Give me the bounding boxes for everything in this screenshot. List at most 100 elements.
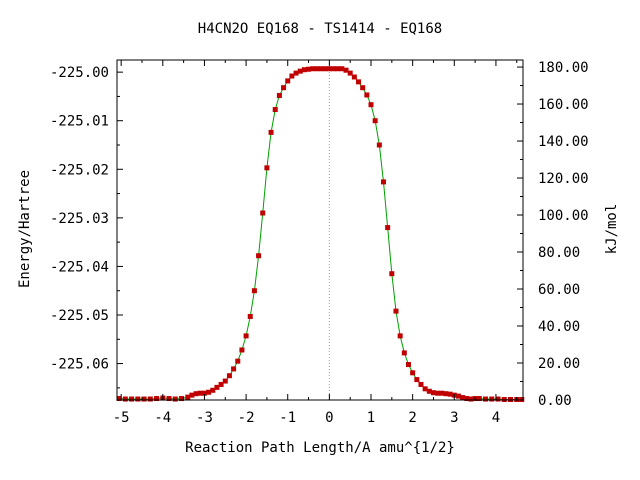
- data-point: [476, 396, 482, 402]
- data-point: [129, 396, 135, 402]
- data-point: [189, 392, 195, 398]
- data-point: [347, 70, 353, 76]
- data-point: [243, 333, 249, 339]
- data-point: [272, 107, 278, 113]
- data-point: [310, 66, 316, 72]
- y-tick-label: -225.00: [50, 65, 109, 81]
- data-point: [256, 253, 262, 259]
- data-point: [326, 66, 332, 72]
- data-point: [147, 396, 153, 402]
- data-point: [489, 396, 495, 402]
- data-point: [226, 373, 232, 379]
- y2-tick-label: 80.00: [538, 245, 580, 261]
- data-point: [393, 308, 399, 314]
- y-tick-label: -225.05: [50, 308, 109, 324]
- data-point: [331, 66, 337, 72]
- data-point: [306, 66, 312, 72]
- x-tick-label: -2: [238, 410, 255, 426]
- x-tick-label: 0: [325, 410, 333, 426]
- y2-tick-label: 0.00: [538, 393, 572, 409]
- data-point: [495, 396, 501, 402]
- data-point: [235, 358, 241, 364]
- data-point: [122, 396, 128, 402]
- x-axis-label: Reaction Path Length/A amu^{1/2}: [185, 440, 455, 456]
- x-axis: -5 -4 -3 -2 -1 0 1 2 3 4: [113, 60, 518, 426]
- data-point: [179, 396, 185, 402]
- data-point: [460, 395, 466, 401]
- data-point: [455, 393, 461, 399]
- data-point: [418, 381, 424, 387]
- data-point: [297, 68, 303, 74]
- y-axis-right: 0.00 20.00 40.00 60.00 80.00 100.00 120.00 140.…: [517, 60, 589, 409]
- y-tick-label: -225.04: [50, 259, 109, 275]
- data-point: [483, 396, 489, 402]
- data-point: [335, 66, 341, 72]
- data-point: [356, 79, 362, 85]
- data-point: [430, 390, 436, 396]
- plot-frame: [116, 59, 524, 401]
- y2-tick-label: 40.00: [538, 319, 580, 335]
- data-point: [410, 370, 416, 376]
- y-tick-label: -225.02: [50, 162, 109, 178]
- data-point: [268, 129, 274, 135]
- data-point: [364, 92, 370, 98]
- y2-tick-label: 20.00: [538, 356, 580, 372]
- data-point: [285, 78, 291, 84]
- data-point: [381, 179, 386, 185]
- data-point: [141, 396, 147, 402]
- data-point: [239, 347, 245, 353]
- data-point: [405, 362, 411, 368]
- data-point: [185, 394, 191, 400]
- y-axis-left: -225.00 -225.01 -225.02 -225.03 -225.04 -225.…: [50, 65, 123, 389]
- data-point: [293, 70, 299, 76]
- data-point: [389, 271, 395, 277]
- data-point: [276, 92, 282, 98]
- data-point: [343, 67, 349, 73]
- data-point: [206, 389, 212, 395]
- data-point: [301, 67, 307, 73]
- data-point: [372, 118, 378, 124]
- data-point: [264, 165, 270, 171]
- data-point: [222, 378, 228, 384]
- data-point: [422, 386, 428, 392]
- data-point: [247, 313, 253, 319]
- y2-tick-label: 140.00: [538, 134, 589, 150]
- data-point: [116, 396, 122, 402]
- data-point: [368, 102, 374, 108]
- data-point: [289, 73, 295, 79]
- data-point: [193, 391, 199, 397]
- y2-tick-label: 60.00: [538, 282, 580, 298]
- y-axis-label: Energy/Hartree: [17, 170, 33, 288]
- data-point: [172, 396, 178, 402]
- x-tick-label: 4: [492, 410, 500, 426]
- data-point: [426, 388, 432, 394]
- y-tick-label: -225.01: [50, 114, 109, 130]
- data-point: [281, 85, 287, 91]
- y-tick-label: -225.03: [50, 211, 109, 227]
- y-tick-label: -225.06: [50, 357, 109, 373]
- y2-tick-label: 120.00: [538, 171, 589, 187]
- data-point: [210, 387, 216, 393]
- x-tick-label: 3: [450, 410, 458, 426]
- data-point: [231, 366, 237, 372]
- data-point: [435, 390, 441, 396]
- x-tick-label: -5: [113, 410, 130, 426]
- series-layer: [116, 66, 525, 403]
- data-point: [201, 390, 207, 396]
- data-point: [464, 396, 470, 402]
- data-point: [447, 391, 453, 397]
- data-point: [197, 390, 203, 396]
- data-point: [439, 390, 445, 396]
- data-point: [251, 288, 257, 294]
- x-tick-label: 2: [408, 410, 416, 426]
- data-point: [260, 210, 266, 216]
- data-point: [135, 396, 141, 402]
- data-point: [154, 396, 160, 402]
- x-tick-label: 1: [367, 410, 375, 426]
- data-point: [360, 85, 366, 91]
- chart-title: H4CN2O EQ168 - TS1414 - EQ168: [198, 21, 442, 37]
- x-tick-label: -4: [154, 410, 171, 426]
- data-point: [314, 66, 320, 72]
- data-point: [397, 333, 403, 339]
